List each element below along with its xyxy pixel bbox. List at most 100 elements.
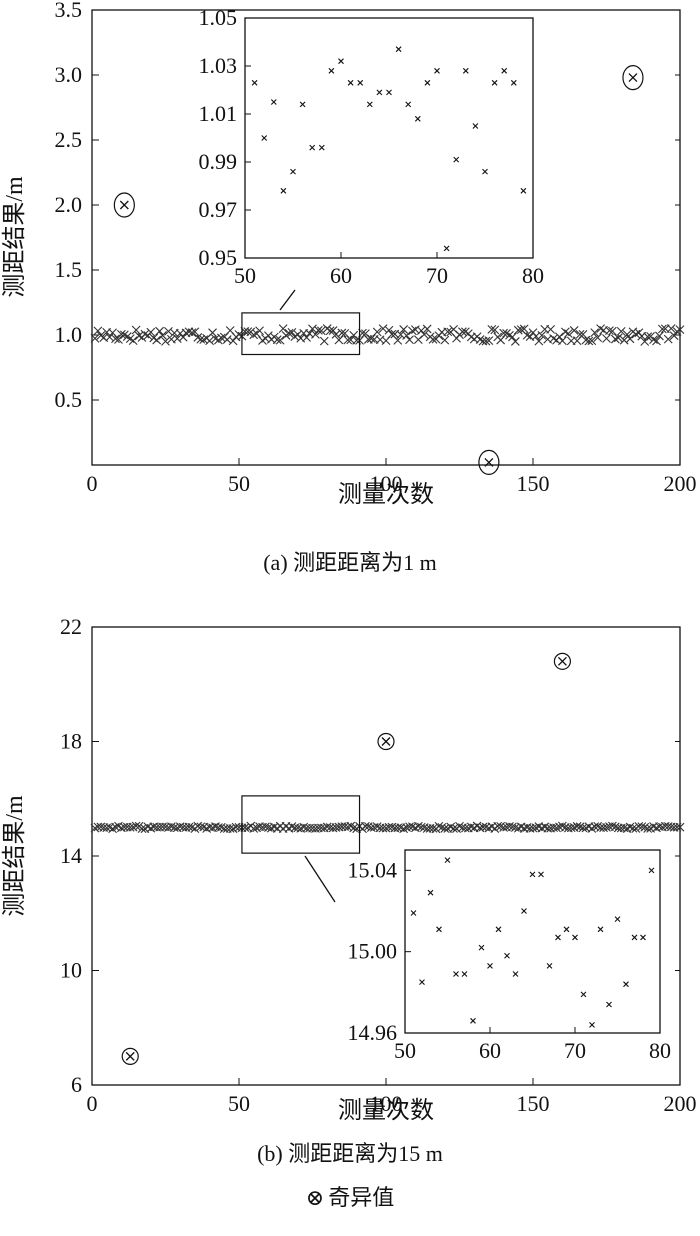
data-point <box>540 822 550 832</box>
inset-y-tick-label: 0.99 <box>199 149 238 174</box>
mark-stroke <box>293 823 303 833</box>
mark-stroke <box>158 331 167 340</box>
mark-stroke <box>349 330 359 340</box>
mark-stroke <box>461 971 468 977</box>
data-point <box>663 334 673 344</box>
inset-data-point <box>461 971 468 977</box>
mark-stroke <box>652 823 661 833</box>
mark-stroke <box>649 335 658 345</box>
mark-stroke <box>528 823 538 833</box>
mark-stroke <box>290 168 296 175</box>
mark-stroke <box>402 331 411 340</box>
data-point <box>161 337 170 346</box>
data-point <box>625 822 635 832</box>
mark-stroke <box>316 823 326 833</box>
data-point <box>287 328 297 337</box>
mark-stroke <box>249 330 259 340</box>
inset-x-tick-label: 60 <box>479 1038 501 1063</box>
mark-stroke <box>111 334 120 344</box>
mark-stroke <box>131 325 141 335</box>
data-point <box>625 334 635 344</box>
mark-stroke <box>575 330 585 339</box>
data-point <box>487 324 497 334</box>
inset-data-point <box>410 910 417 916</box>
data-point <box>555 332 564 342</box>
mark-stroke <box>137 824 147 834</box>
mark-stroke <box>146 823 156 833</box>
mark-stroke <box>436 926 442 933</box>
mark-stroke <box>449 824 459 833</box>
data-point <box>484 336 494 345</box>
data-point <box>519 324 529 334</box>
mark-stroke <box>513 325 523 335</box>
mark-stroke <box>625 334 635 344</box>
mark-stroke <box>255 326 264 336</box>
mark-stroke <box>558 336 567 346</box>
inset-data-point <box>529 871 536 878</box>
mark-stroke <box>175 328 185 338</box>
data-point <box>261 822 270 832</box>
zoom-box-b <box>241 795 361 854</box>
data-point <box>372 327 382 337</box>
data-point <box>105 332 115 342</box>
mark-stroke <box>405 335 414 345</box>
inset-data-point <box>453 156 460 163</box>
data-point <box>196 822 206 832</box>
mark-stroke <box>675 822 685 832</box>
data-point <box>172 334 182 344</box>
mark-stroke <box>410 910 417 916</box>
inset-data-point <box>338 58 344 65</box>
mark-stroke <box>125 334 135 344</box>
mark-stroke <box>499 328 508 338</box>
inset-data-point <box>386 89 392 96</box>
mark-stroke <box>125 822 135 832</box>
mark-stroke <box>284 328 294 338</box>
x-tick-label: 200 <box>664 471 697 496</box>
mark-stroke <box>529 871 536 878</box>
mark-stroke <box>487 324 497 334</box>
mark-stroke <box>378 823 388 833</box>
mark-stroke <box>357 79 364 86</box>
mark-stroke <box>478 336 488 346</box>
data-point <box>628 823 638 833</box>
mark-stroke <box>538 871 544 878</box>
inset-data-point <box>623 981 629 988</box>
inset-data-point <box>597 926 604 933</box>
inset-data-point <box>555 934 561 941</box>
mark-stroke <box>462 67 469 74</box>
inset-y-tick-label: 0.95 <box>199 245 238 270</box>
inset-x-tick-label: 70 <box>426 263 448 288</box>
data-point <box>164 327 173 336</box>
mark-stroke <box>453 971 459 977</box>
data-point <box>675 822 685 832</box>
mark-stroke <box>419 330 429 339</box>
data-point <box>422 324 432 334</box>
data-point <box>619 335 629 345</box>
mark-stroke <box>640 934 646 941</box>
mark-stroke <box>537 331 547 340</box>
mark-stroke <box>155 326 165 336</box>
mark-stroke <box>225 823 235 833</box>
mark-stroke <box>252 823 262 833</box>
inset-data-point <box>510 79 517 86</box>
data-point <box>593 333 603 343</box>
data-point <box>643 824 653 833</box>
mark-stroke <box>543 823 553 833</box>
mark-stroke <box>399 325 409 334</box>
mark-stroke <box>280 187 287 194</box>
mark-stroke <box>475 823 485 833</box>
mark-stroke <box>172 823 182 833</box>
mark-stroke <box>387 329 397 339</box>
mark-stroke <box>516 325 526 335</box>
mark-stroke <box>243 327 253 337</box>
mark-stroke <box>443 245 450 252</box>
mark-stroke <box>187 328 197 337</box>
inset-data-point <box>270 99 277 105</box>
mark-stroke <box>99 333 109 343</box>
data-point <box>405 335 414 345</box>
inset-data-point <box>495 926 502 933</box>
mark-stroke <box>275 335 285 345</box>
data-point <box>481 336 491 346</box>
mark-stroke <box>208 328 217 338</box>
mark-stroke <box>569 326 579 335</box>
